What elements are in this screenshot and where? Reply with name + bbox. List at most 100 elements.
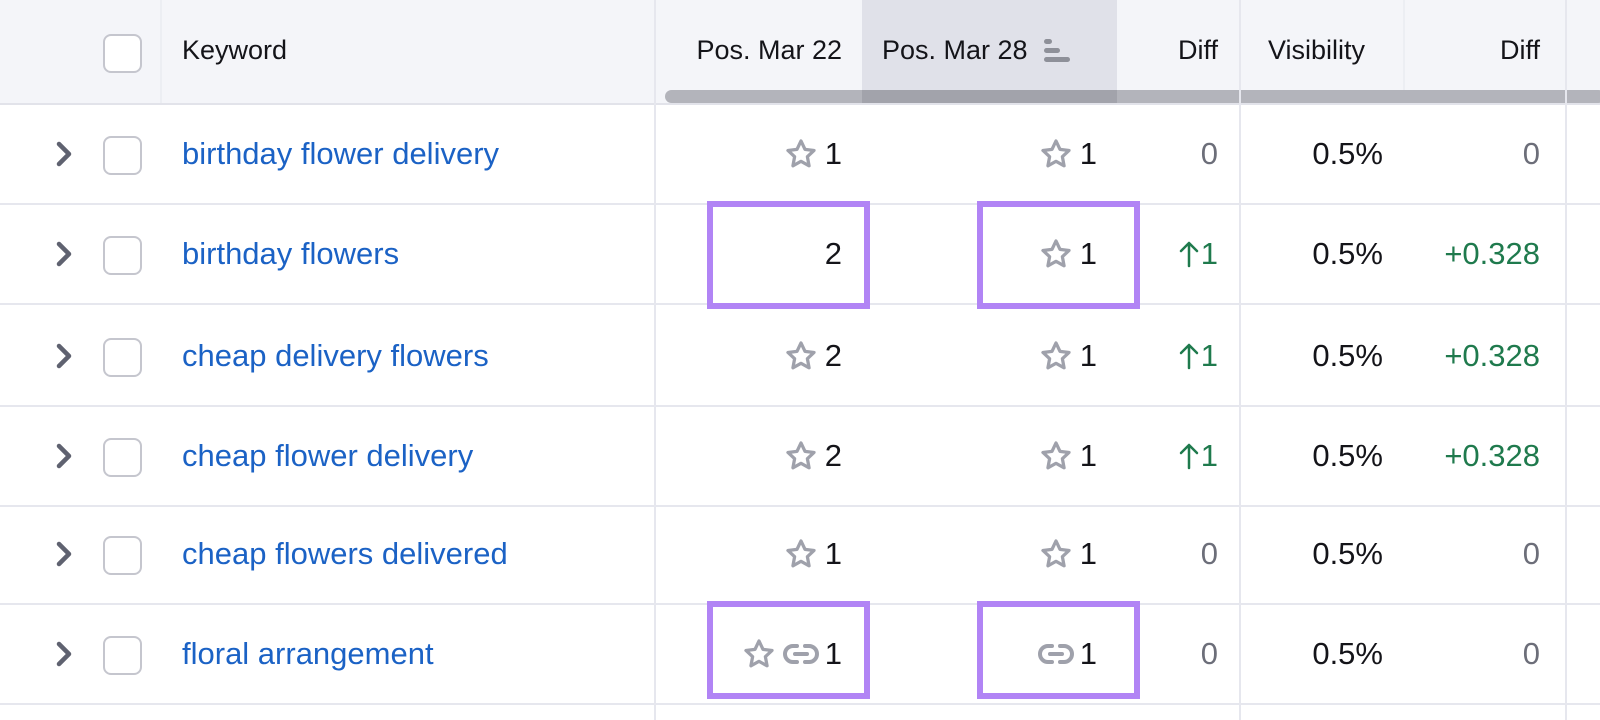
- table-row: cheap flowers delivered 1 1 0 0.5% 0: [0, 505, 1600, 605]
- header-diff[interactable]: Diff: [1177, 35, 1218, 65]
- visibility-diff-value: +0.328: [1444, 438, 1540, 473]
- star-icon: [741, 637, 777, 671]
- pos-mar28-cell: 1: [1038, 133, 1097, 175]
- diff-cell: 0: [1201, 133, 1218, 175]
- expand-chevron-icon[interactable]: [54, 539, 76, 569]
- diff-value: 0: [1200, 536, 1218, 571]
- star-icon: [1038, 339, 1074, 373]
- diff-cell: 1: [1179, 233, 1218, 275]
- visibility-diff-value: 0: [1522, 136, 1540, 171]
- diff-cell: 1: [1179, 335, 1218, 377]
- star-icon: [1038, 537, 1074, 571]
- row-checkbox[interactable]: [103, 438, 142, 477]
- expand-chevron-icon[interactable]: [54, 239, 76, 269]
- column-divider: [654, 0, 656, 720]
- pos-mar22-cell: 2: [783, 335, 842, 377]
- diff-cell: 0: [1201, 633, 1218, 675]
- keyword-link[interactable]: cheap delivery flowers: [182, 338, 489, 373]
- pos-mar22-cell: 2: [825, 233, 842, 275]
- column-divider: [1239, 0, 1241, 720]
- pos-mar28-value: 1: [1079, 136, 1097, 171]
- row-checkbox[interactable]: [103, 636, 142, 675]
- visibility-diff-value: 0: [1522, 636, 1540, 671]
- link-icon: [782, 642, 819, 666]
- link-icon: [1037, 642, 1074, 666]
- header-visibility[interactable]: Visibility: [1268, 35, 1366, 65]
- expand-chevron-icon[interactable]: [54, 139, 76, 169]
- expand-chevron-icon[interactable]: [54, 441, 76, 471]
- table-row: floral arrangement 1 1 0 0.5% 0: [0, 605, 1600, 705]
- pos-mar22-value: 1: [824, 136, 842, 171]
- table-row: cheap delivery flowers 2 1 1 0.5% +0.328: [0, 307, 1600, 407]
- sort-icon[interactable]: [1042, 37, 1072, 63]
- diff-cell: 0: [1201, 533, 1218, 575]
- visibility-value: 0.5%: [1312, 236, 1383, 271]
- arrow-up-icon: [1179, 443, 1198, 470]
- pos-mar28-cell: 1: [1038, 233, 1097, 275]
- divider: [1403, 0, 1405, 103]
- row-checkbox[interactable]: [103, 536, 142, 575]
- pos-mar22-cell: 1: [783, 533, 842, 575]
- column-divider: [1565, 0, 1567, 720]
- visibility-value: 0.5%: [1312, 338, 1383, 373]
- pos-mar22-cell: 2: [783, 435, 842, 477]
- table-row: birthday flower delivery 1 1 0 0.5% 0: [0, 105, 1600, 205]
- header-pos-mar28-label: Pos. Mar 28: [882, 35, 1028, 65]
- header-visibility-diff[interactable]: Diff: [1499, 35, 1540, 65]
- keyword-link[interactable]: cheap flowers delivered: [182, 536, 508, 571]
- highlight-box: [977, 601, 1140, 699]
- keyword-link[interactable]: cheap flower delivery: [182, 438, 474, 473]
- visibility-diff-value: 0: [1522, 536, 1540, 571]
- highlight-box: [977, 201, 1140, 309]
- pos-mar22-value: 2: [824, 236, 842, 271]
- pos-mar28-value: 1: [1079, 536, 1097, 571]
- scrollbar-segment: [862, 90, 1117, 103]
- diff-value: 1: [1200, 438, 1218, 473]
- diff-cell: 1: [1179, 435, 1218, 477]
- visibility-value: 0.5%: [1312, 438, 1383, 473]
- row-checkbox[interactable]: [103, 338, 142, 377]
- header-pos-mar28[interactable]: Pos. Mar 28: [882, 30, 1072, 70]
- visibility-value: 0.5%: [1312, 536, 1383, 571]
- expand-chevron-icon[interactable]: [54, 341, 76, 371]
- pos-mar22-cell: 1: [783, 133, 842, 175]
- diff-value: 1: [1200, 236, 1218, 271]
- diff-value: 1: [1200, 338, 1218, 373]
- star-icon: [1038, 439, 1074, 473]
- pos-mar28-value: 1: [1079, 236, 1097, 271]
- table-header: Keyword Pos. Mar 22 Pos. Mar 28 Diff Vis…: [0, 0, 1600, 105]
- row-checkbox[interactable]: [103, 236, 142, 275]
- pos-mar28-cell: 1: [1038, 435, 1097, 477]
- pos-mar28-value: 1: [1079, 438, 1097, 473]
- pos-mar28-value: 1: [1079, 338, 1097, 373]
- highlight-box: [707, 201, 870, 309]
- star-icon: [1038, 237, 1074, 271]
- arrow-up-icon: [1179, 241, 1198, 268]
- sorted-column-highlight: [862, 0, 1117, 103]
- keyword-link[interactable]: birthday flower delivery: [182, 136, 500, 171]
- pos-mar28-value: 1: [1079, 636, 1097, 671]
- diff-value: 0: [1200, 136, 1218, 171]
- pos-mar28-cell: 1: [1038, 335, 1097, 377]
- keyword-link[interactable]: floral arrangement: [182, 636, 434, 671]
- header-keyword[interactable]: Keyword: [182, 35, 288, 65]
- table-row: cheap flower delivery 2 1 1 0.5% +0.328: [0, 407, 1600, 507]
- pos-mar28-cell: 1: [1038, 533, 1097, 575]
- keyword-link[interactable]: birthday flowers: [182, 236, 400, 271]
- horizontal-scrollbar[interactable]: [665, 90, 1600, 103]
- row-checkbox[interactable]: [103, 136, 142, 175]
- visibility-diff-value: +0.328: [1444, 338, 1540, 373]
- expand-chevron-icon[interactable]: [54, 639, 76, 669]
- pos-mar28-cell: 1: [1037, 633, 1097, 675]
- select-all-checkbox[interactable]: [103, 34, 142, 73]
- pos-mar22-cell: 1: [741, 633, 842, 675]
- star-icon: [783, 537, 819, 571]
- highlight-box: [707, 601, 870, 699]
- header-pos-mar22[interactable]: Pos. Mar 22: [696, 35, 842, 65]
- pos-mar22-value: 2: [824, 438, 842, 473]
- pos-mar22-value: 1: [824, 536, 842, 571]
- star-icon: [783, 339, 819, 373]
- pos-mar22-value: 1: [824, 636, 842, 671]
- star-icon: [783, 439, 819, 473]
- star-icon: [783, 137, 819, 171]
